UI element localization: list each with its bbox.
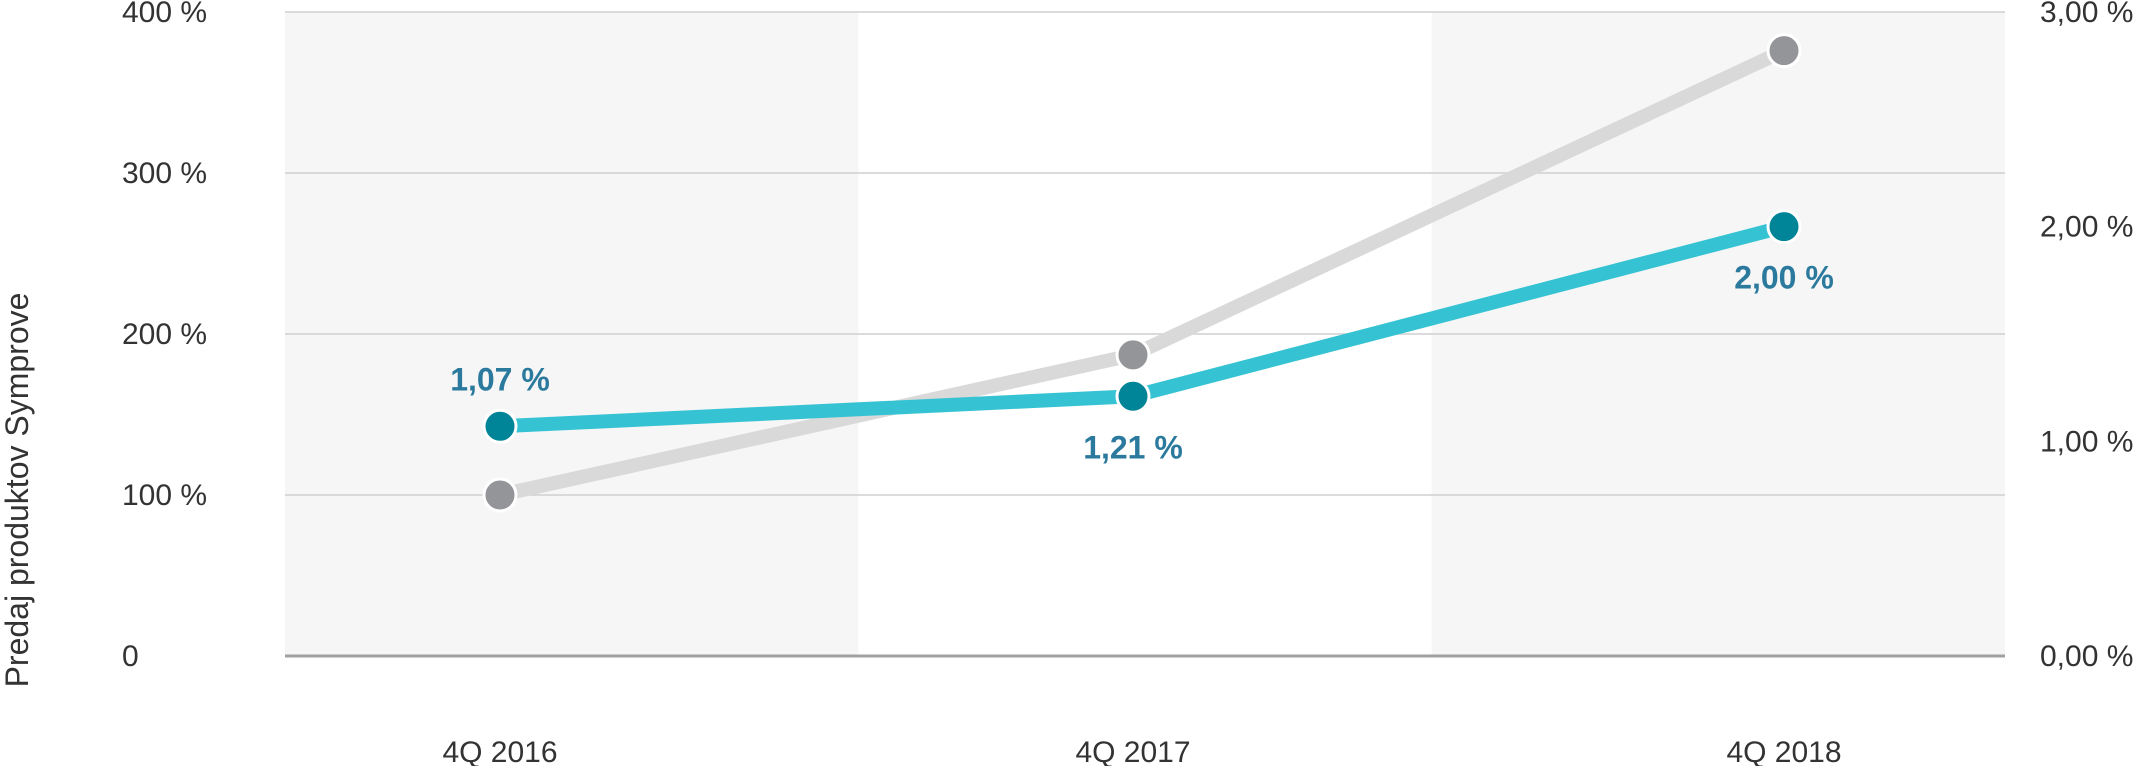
x-axis-tick-label: 4Q 2016 (442, 736, 557, 766)
right-axis-tick-label: 0,00 % (2040, 640, 2133, 673)
right-axis-tick-label: 2,00 % (2040, 211, 2133, 244)
series-point (1766, 209, 1802, 245)
x-axis-tick-label: 4Q 2017 (1075, 736, 1190, 766)
series-point (1766, 33, 1802, 69)
series-point (482, 477, 518, 513)
x-axis-ticks: 4Q 2016 4Q 2017 4Q 2018 (442, 736, 1841, 766)
y-axis-label: Predaj produktov Symprove (0, 293, 35, 688)
left-axis-tick-label: 0 (122, 640, 139, 673)
right-axis-tick-label: 1,00 % (2040, 425, 2133, 458)
right-axis-ticks: 0,00 % 1,00 % 2,00 % 3,00 % (2040, 0, 2133, 673)
data-label: 2,00 % (1734, 260, 1834, 296)
series-point (1115, 378, 1151, 414)
data-label: 1,07 % (450, 361, 550, 397)
right-axis-tick-label: 3,00 % (2040, 0, 2133, 29)
series-group (482, 33, 1802, 513)
left-axis-tick-label: 400 % (122, 0, 207, 29)
series-point (482, 408, 518, 444)
left-axis-tick-label: 100 % (122, 479, 207, 512)
left-axis-ticks: 0 100 % 200 % 300 % 400 % (122, 0, 207, 673)
gridlines (285, 11, 2005, 658)
left-axis-tick-label: 200 % (122, 318, 207, 351)
x-axis-tick-label: 4Q 2018 (1726, 736, 1841, 766)
data-labels: 1,07 % 1,21 % 2,00 % (450, 260, 1834, 466)
data-label: 1,21 % (1083, 429, 1183, 465)
left-axis-tick-label: 300 % (122, 157, 207, 190)
series-point (1115, 337, 1151, 373)
